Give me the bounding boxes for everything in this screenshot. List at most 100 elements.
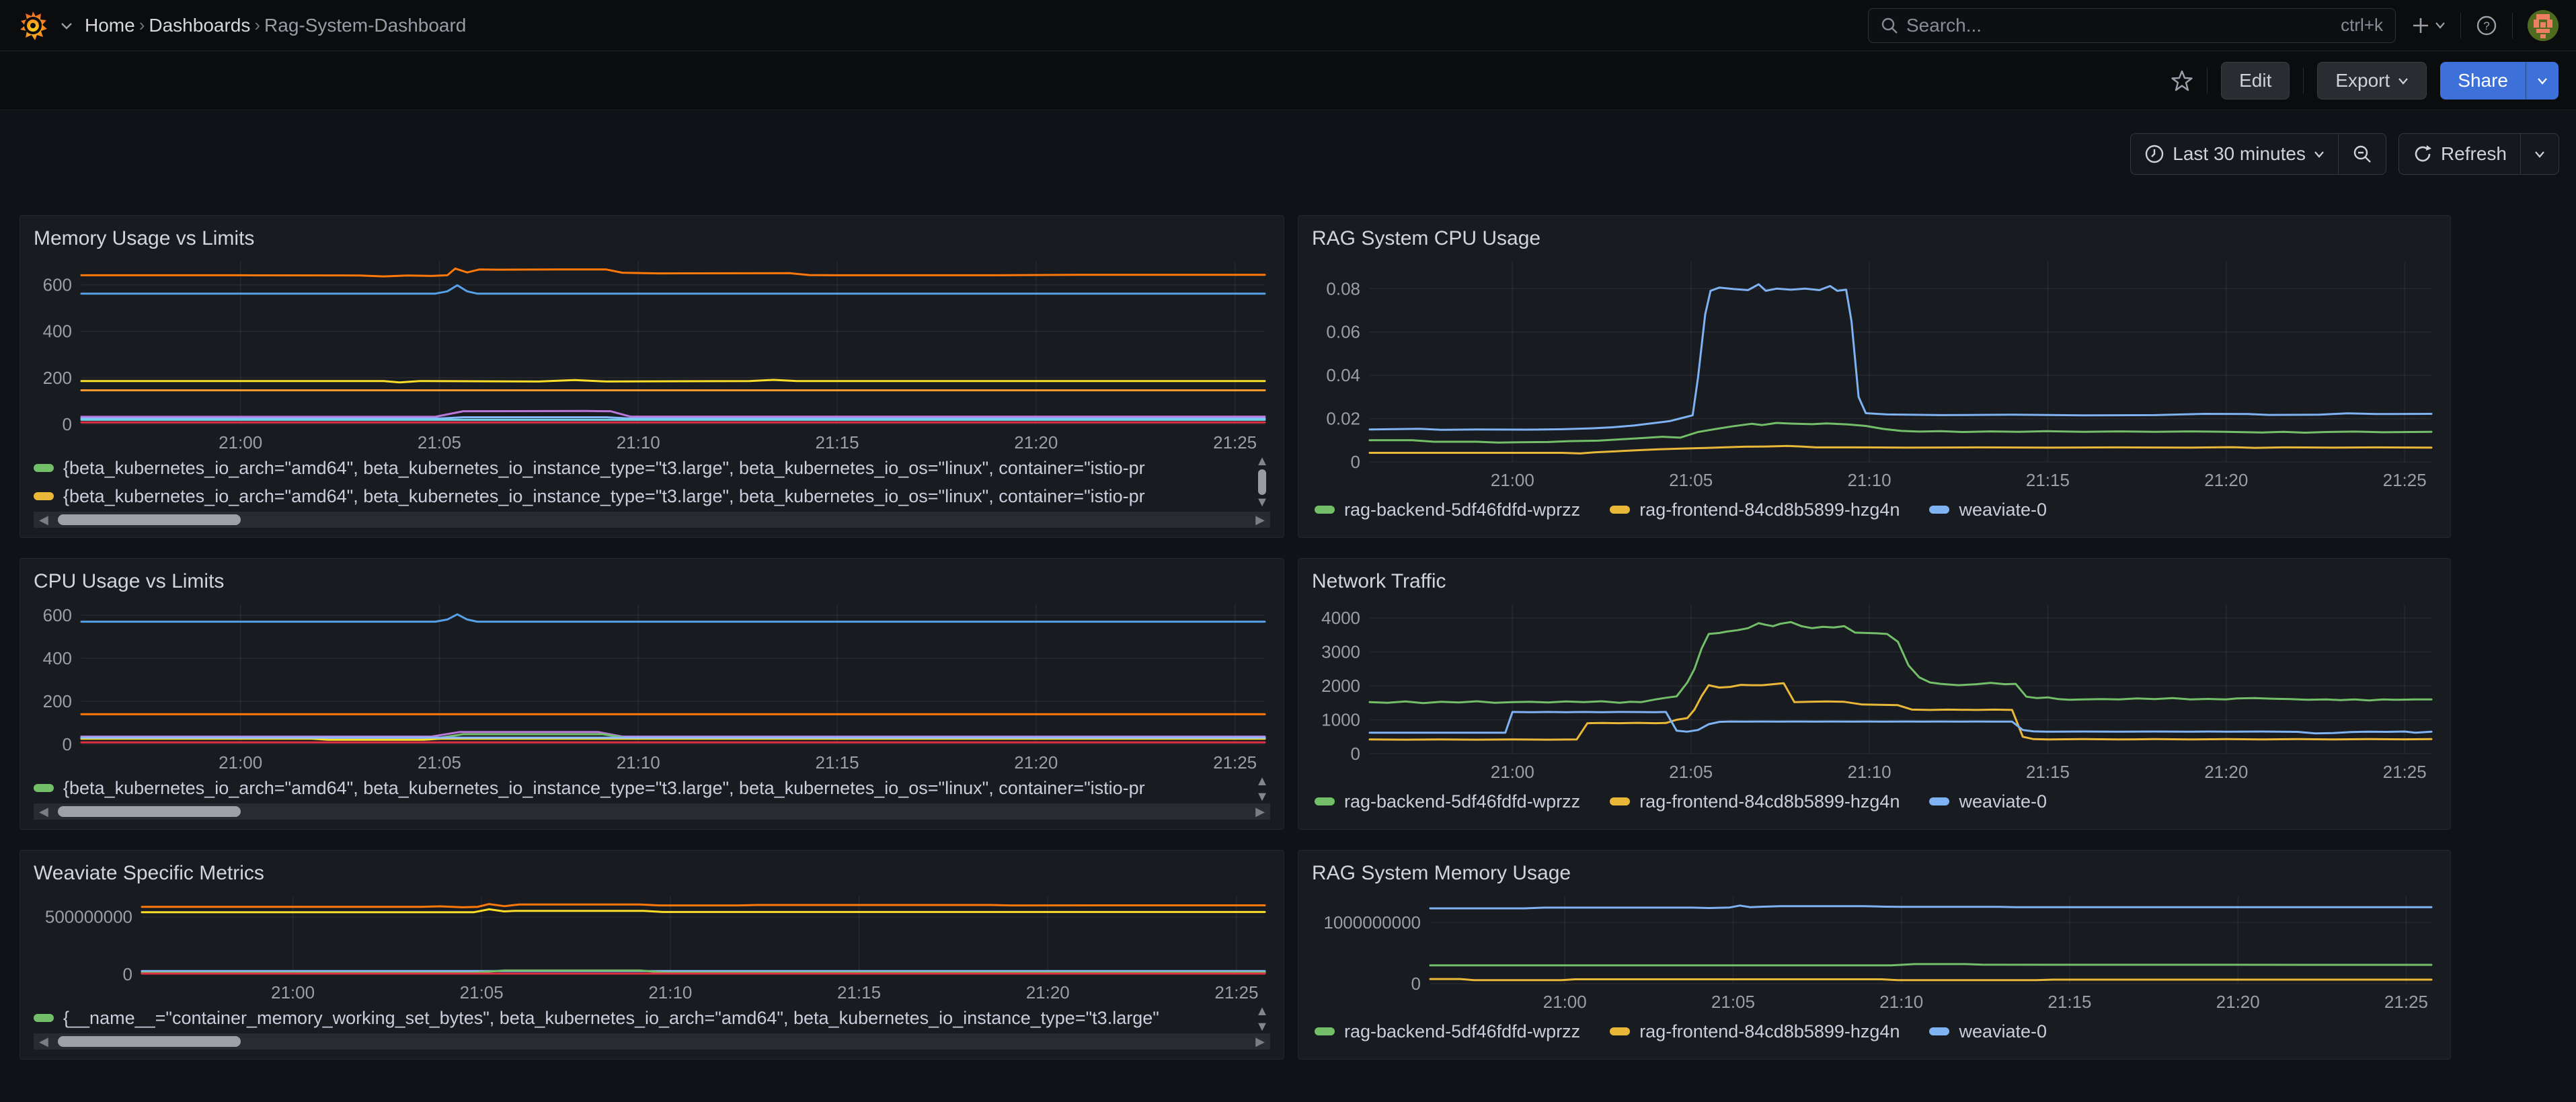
refresh-interval-button[interactable] xyxy=(2520,134,2559,174)
svg-text:21:10: 21:10 xyxy=(648,982,692,1002)
legend-row[interactable]: {beta_kubernetes_io_arch="amd64", beta_k… xyxy=(34,774,1246,802)
scroll-down-icon[interactable]: ▼ xyxy=(1255,495,1269,510)
svg-text:21:25: 21:25 xyxy=(2383,470,2427,490)
legend-vertical-scrollbar[interactable]: ▲ ▼ xyxy=(1254,1004,1270,1032)
legend-row[interactable]: {beta_kubernetes_io_arch="amd64", beta_k… xyxy=(34,482,1246,510)
chevron-down-icon xyxy=(2314,151,2325,158)
favorite-star-button[interactable] xyxy=(2171,69,2193,92)
breadcrumb-current-dashboard: Rag-System-Dashboard xyxy=(264,15,466,36)
divider xyxy=(2460,13,2461,38)
legend-label: rag-backend-5df46fdfd-wprzz xyxy=(1344,1021,1580,1042)
legend-label: rag-frontend-84cd8b5899-hzg4n xyxy=(1639,500,1900,520)
scroll-up-icon[interactable]: ▲ xyxy=(1255,454,1269,469)
svg-text:21:15: 21:15 xyxy=(837,982,881,1002)
legend-row[interactable]: {__name__="container_memory_working_set_… xyxy=(34,1004,1246,1032)
search-input[interactable] xyxy=(1906,15,2333,36)
legend-row[interactable]: {beta_kubernetes_io_arch="amd64", beta_k… xyxy=(34,454,1246,482)
divider xyxy=(2303,68,2304,93)
scroll-left-icon[interactable]: ◀ xyxy=(39,513,48,527)
scroll-down-icon[interactable]: ▼ xyxy=(1255,789,1269,805)
legend-horizontal-scrollbar[interactable]: ◀ ▶ xyxy=(34,1033,1270,1050)
legend-swatch xyxy=(34,784,54,792)
help-button[interactable]: ? xyxy=(2476,15,2497,36)
svg-text:2000: 2000 xyxy=(1321,676,1360,696)
scroll-up-icon[interactable]: ▲ xyxy=(1255,774,1269,789)
breadcrumb-home[interactable]: Home xyxy=(85,15,135,36)
scrollbar-thumb[interactable] xyxy=(1258,469,1266,495)
org-chevron-down-icon[interactable] xyxy=(61,22,73,30)
svg-text:21:05: 21:05 xyxy=(418,432,461,452)
legend-label: {beta_kubernetes_io_arch="amd64", beta_k… xyxy=(63,458,1145,479)
panel-title[interactable]: CPU Usage vs Limits xyxy=(34,568,1270,595)
chevron-down-icon xyxy=(2534,151,2545,158)
scroll-left-icon[interactable]: ◀ xyxy=(39,805,48,819)
legend-horizontal-scrollbar[interactable]: ◀ ▶ xyxy=(34,512,1270,528)
star-icon xyxy=(2171,69,2193,92)
svg-text:0: 0 xyxy=(1411,974,1421,994)
panel-network-traffic: Network Traffic 21:0021:0521:1021:1521:2… xyxy=(1298,558,2451,830)
legend-horizontal-scrollbar[interactable]: ◀ ▶ xyxy=(34,803,1270,820)
legend-swatch xyxy=(1929,797,1949,805)
share-button[interactable]: Share xyxy=(2440,62,2526,100)
scroll-right-icon[interactable]: ▶ xyxy=(1255,1035,1265,1049)
legend-swatch xyxy=(1610,1027,1630,1035)
grafana-logo[interactable] xyxy=(17,10,48,41)
legend-label: rag-frontend-84cd8b5899-hzg4n xyxy=(1639,791,1900,812)
user-avatar[interactable] xyxy=(2528,10,2559,41)
time-series-chart[interactable]: 21:0021:0521:1021:1521:2021:250100020003… xyxy=(1312,598,2437,783)
legend-swatch xyxy=(1315,506,1335,514)
new-dashboard-button[interactable] xyxy=(2411,15,2446,36)
chevron-down-icon xyxy=(2398,77,2409,85)
legend-item[interactable]: rag-backend-5df46fdfd-wprzz xyxy=(1315,1021,1580,1042)
time-series-chart[interactable]: 21:0021:0521:1021:1521:2021:250500000000 xyxy=(34,890,1270,1004)
export-button[interactable]: Export xyxy=(2317,62,2427,100)
legend-vertical-scrollbar[interactable]: ▲ ▼ xyxy=(1254,454,1270,510)
time-range-picker[interactable]: Last 30 minutes xyxy=(2131,134,2338,174)
legend-item[interactable]: weaviate-0 xyxy=(1929,791,2047,812)
legend-item[interactable]: weaviate-0 xyxy=(1929,1021,2047,1042)
breadcrumb-separator: › xyxy=(250,15,264,36)
svg-text:21:20: 21:20 xyxy=(1014,752,1058,773)
scrollbar-thumb[interactable] xyxy=(58,806,241,817)
zoom-out-button[interactable] xyxy=(2338,134,2386,174)
scrollbar-thumb[interactable] xyxy=(58,514,241,525)
panel-title[interactable]: Network Traffic xyxy=(1312,568,2437,595)
legend-item[interactable]: rag-frontend-84cd8b5899-hzg4n xyxy=(1610,791,1900,812)
scroll-left-icon[interactable]: ◀ xyxy=(39,1035,48,1049)
svg-text:600: 600 xyxy=(43,605,72,625)
time-series-chart[interactable]: 21:0021:0521:1021:1521:2021:2500.020.040… xyxy=(1312,255,2437,491)
legend-item[interactable]: weaviate-0 xyxy=(1929,500,2047,520)
panel-title[interactable]: RAG System CPU Usage xyxy=(1312,225,2437,252)
dashboard-panel-grid: Memory Usage vs Limits 21:0021:0521:1021… xyxy=(19,215,2451,1060)
time-series-chart[interactable]: 21:0021:0521:1021:1521:2021:250200400600 xyxy=(34,255,1270,454)
panel-title[interactable]: Weaviate Specific Metrics xyxy=(34,860,1270,887)
scroll-down-icon[interactable]: ▼ xyxy=(1255,1019,1269,1035)
time-series-chart[interactable]: 21:0021:0521:1021:1521:2021:250200400600 xyxy=(34,598,1270,774)
breadcrumb-dashboards[interactable]: Dashboards xyxy=(149,15,250,36)
legend-item[interactable]: rag-frontend-84cd8b5899-hzg4n xyxy=(1610,1021,1900,1042)
legend-label: rag-frontend-84cd8b5899-hzg4n xyxy=(1639,1021,1900,1042)
legend-swatch xyxy=(34,492,54,500)
legend-item[interactable]: rag-frontend-84cd8b5899-hzg4n xyxy=(1610,500,1900,520)
scroll-right-icon[interactable]: ▶ xyxy=(1255,805,1265,819)
svg-text:21:25: 21:25 xyxy=(2384,992,2428,1012)
scroll-up-icon[interactable]: ▲ xyxy=(1255,1004,1269,1019)
legend-label: {__name__="container_memory_working_set_… xyxy=(63,1008,1159,1029)
search-box[interactable]: ctrl+k xyxy=(1868,8,2396,43)
scrollbar-thumb[interactable] xyxy=(58,1036,241,1047)
legend-item[interactable]: rag-backend-5df46fdfd-wprzz xyxy=(1315,500,1580,520)
breadcrumb: Home › Dashboards › Rag-System-Dashboard xyxy=(85,15,466,36)
panel-title[interactable]: Memory Usage vs Limits xyxy=(34,225,1270,252)
share-menu-button[interactable] xyxy=(2526,62,2559,100)
refresh-button[interactable]: Refresh xyxy=(2399,134,2520,174)
svg-text:400: 400 xyxy=(43,321,72,342)
help-icon: ? xyxy=(2476,15,2497,36)
scroll-right-icon[interactable]: ▶ xyxy=(1255,513,1265,527)
svg-text:21:15: 21:15 xyxy=(815,432,859,452)
edit-button[interactable]: Edit xyxy=(2221,62,2290,100)
legend-vertical-scrollbar[interactable]: ▲ ▼ xyxy=(1254,774,1270,802)
legend-item[interactable]: rag-backend-5df46fdfd-wprzz xyxy=(1315,791,1580,812)
svg-text:21:05: 21:05 xyxy=(460,982,504,1002)
time-series-chart[interactable]: 21:0021:0521:1021:1521:2021:250100000000… xyxy=(1312,890,2437,1013)
panel-title[interactable]: RAG System Memory Usage xyxy=(1312,860,2437,887)
